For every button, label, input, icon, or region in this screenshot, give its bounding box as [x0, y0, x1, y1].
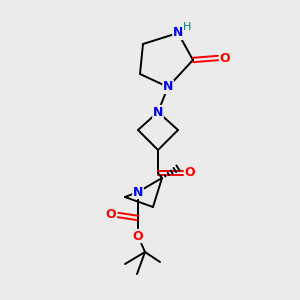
Text: H: H [183, 22, 191, 32]
Text: N: N [133, 185, 143, 199]
Text: O: O [185, 167, 195, 179]
Text: N: N [153, 106, 163, 118]
Text: N: N [173, 26, 183, 40]
Text: N: N [163, 80, 173, 94]
Text: O: O [133, 230, 143, 242]
Text: O: O [220, 52, 230, 64]
Text: O: O [106, 208, 116, 221]
